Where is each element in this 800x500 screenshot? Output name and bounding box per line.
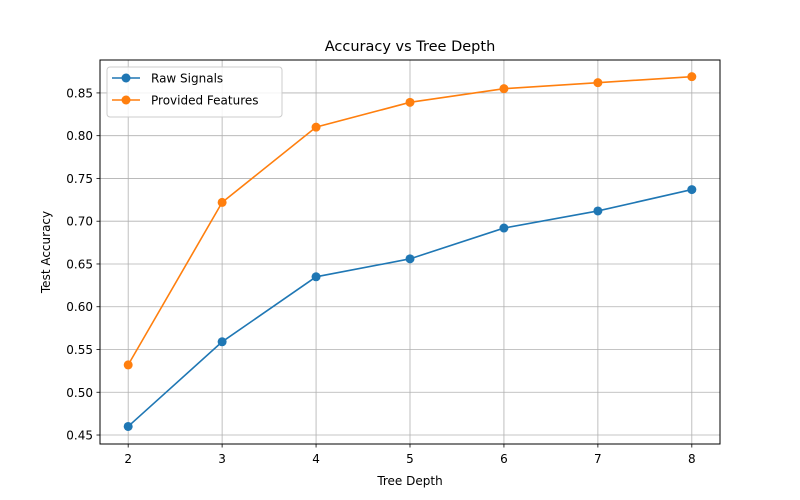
data-point-raw-signals <box>405 254 415 264</box>
y-tick-label: 0.65 <box>66 257 93 271</box>
data-point-provided-features <box>593 78 603 88</box>
y-tick-label: 0.75 <box>66 172 93 186</box>
y-tick-label: 0.50 <box>66 386 93 400</box>
x-tick-label: 2 <box>124 452 132 466</box>
y-tick-label: 0.55 <box>66 343 93 357</box>
data-point-raw-signals <box>687 185 697 195</box>
data-point-provided-features <box>499 84 509 94</box>
data-point-raw-signals <box>123 421 133 431</box>
data-point-provided-features <box>405 97 415 107</box>
x-tick-label: 8 <box>688 452 696 466</box>
x-tick-label: 7 <box>594 452 602 466</box>
x-axis-label: Tree Depth <box>376 474 442 488</box>
data-point-provided-features <box>687 72 697 82</box>
data-point-raw-signals <box>217 337 227 347</box>
data-point-provided-features <box>311 122 321 132</box>
y-axis-label: Test Accuracy <box>39 211 53 294</box>
x-tick-label: 6 <box>500 452 508 466</box>
chart-title: Accuracy vs Tree Depth <box>325 39 496 55</box>
x-axis: 2 3 4 5 6 7 8 <box>124 444 696 466</box>
x-tick-label: 4 <box>312 452 320 466</box>
legend-box <box>106 66 283 118</box>
legend-marker-provided-features <box>121 95 131 105</box>
data-point-raw-signals <box>593 206 603 216</box>
x-tick-label: 5 <box>406 452 414 466</box>
legend-label-provided-features: Provided Features <box>151 94 259 108</box>
data-point-provided-features <box>123 360 133 370</box>
y-tick-label: 0.85 <box>66 86 93 100</box>
y-tick-label: 0.60 <box>66 300 93 314</box>
legend: Raw Signals Provided Features <box>106 66 283 118</box>
legend-marker-raw-signals <box>121 73 131 83</box>
data-point-raw-signals <box>499 223 509 233</box>
y-tick-label: 0.45 <box>66 429 93 443</box>
y-tick-label: 0.70 <box>66 215 93 229</box>
data-point-provided-features <box>217 197 227 207</box>
x-tick-label: 3 <box>218 452 226 466</box>
data-point-raw-signals <box>311 272 321 282</box>
y-tick-label: 0.80 <box>66 129 93 143</box>
series-markers <box>123 72 697 431</box>
y-axis: 0.45 0.50 0.55 0.60 0.65 0.70 0.75 0.80 0.85 <box>66 86 100 443</box>
legend-label-raw-signals: Raw Signals <box>151 72 223 86</box>
